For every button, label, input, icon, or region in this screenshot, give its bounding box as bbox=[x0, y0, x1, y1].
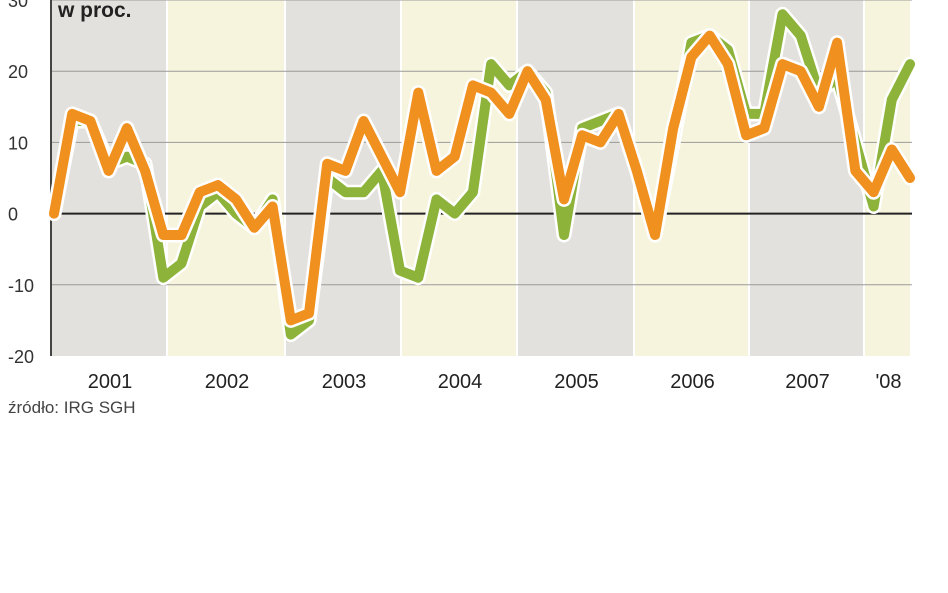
y-tick-label: 20 bbox=[8, 62, 28, 82]
x-tick-label: 2004 bbox=[438, 371, 483, 393]
series-lines bbox=[46, 6, 918, 343]
source-note: źródło: IRG SGH bbox=[8, 398, 136, 417]
chart-subtitle: w proc. bbox=[57, 0, 132, 22]
x-tick-label: '08 bbox=[875, 371, 901, 393]
x-tick-label: 2001 bbox=[88, 371, 133, 393]
x-tick-label: 2005 bbox=[554, 371, 599, 393]
x-tick-label: 2003 bbox=[322, 371, 367, 393]
y-tick-label: 30 bbox=[8, 0, 28, 11]
x-tick-label: 2006 bbox=[670, 371, 715, 393]
y-axis-labels: -20 -10 0 10 20 30 bbox=[8, 0, 34, 367]
x-axis-labels: 2001 2002 2003 2004 2005 2006 2007 '08 bbox=[88, 371, 902, 393]
year-band bbox=[168, 0, 284, 356]
series-orange-line bbox=[49, 30, 915, 326]
y-tick-label: 10 bbox=[8, 133, 28, 153]
y-tick-label: -20 bbox=[8, 347, 34, 367]
x-tick-label: 2002 bbox=[205, 371, 250, 393]
y-tick-label: -10 bbox=[8, 276, 34, 296]
x-tick-label: 2007 bbox=[785, 371, 830, 393]
year-band bbox=[402, 0, 516, 356]
y-tick-label: 0 bbox=[8, 205, 18, 225]
